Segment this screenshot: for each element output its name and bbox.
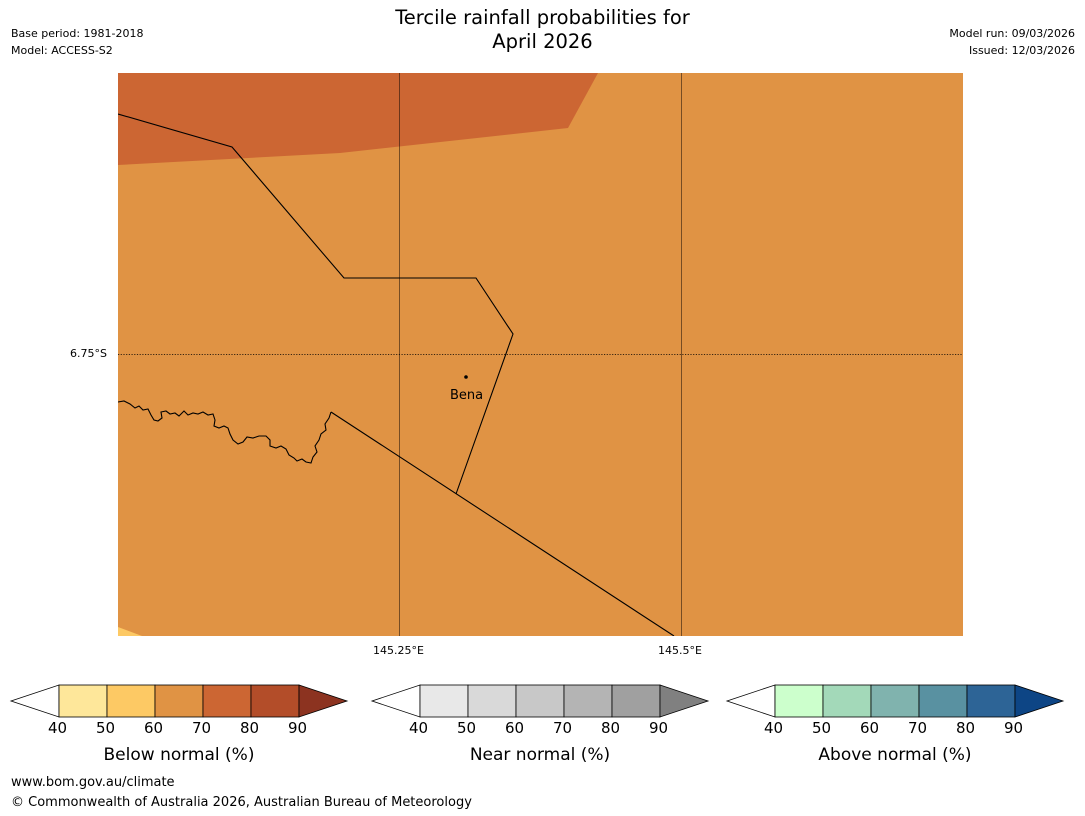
colorbar-tick-label: 90 <box>1004 719 1024 737</box>
colorbar-tick-label: 40 <box>48 719 68 737</box>
colorbar-cell <box>419 684 469 718</box>
colorbar-tick-label: 70 <box>192 719 212 737</box>
colorbar-cell <box>154 684 204 718</box>
colorbar-tick-label: 60 <box>860 719 880 737</box>
colorbar-tick-label: 80 <box>601 719 621 737</box>
province-border <box>118 113 514 495</box>
colorbar-cell <box>515 684 565 718</box>
model-text: Model: ACCESS-S2 <box>11 44 113 57</box>
lon-label-145-25: 145.25°E <box>373 644 424 657</box>
colorbar-tick-label: 40 <box>764 719 784 737</box>
title-line-2: April 2026 <box>492 30 593 53</box>
footer-url[interactable]: www.bom.gov.au/climate <box>11 775 175 790</box>
model-run-text: Model run: 09/03/2026 <box>949 27 1075 40</box>
colorbar-cell <box>563 684 613 718</box>
colorbar-cell <box>467 684 517 718</box>
colorbar-extend-high <box>298 684 349 718</box>
colorbar-tick-label: 90 <box>288 719 308 737</box>
colorbar-label: Above normal (%) <box>818 745 972 765</box>
colorbar-extend-high <box>1014 684 1065 718</box>
colorbar-tick-label: 80 <box>240 719 260 737</box>
issued-text: Issued: 12/03/2026 <box>968 44 1075 57</box>
colorbar-tick-label: 50 <box>812 719 832 737</box>
title-line-1: Tercile rainfall probabilities for <box>395 6 690 29</box>
colorbar-tick-label: 50 <box>457 719 477 737</box>
colorbar-cell <box>870 684 920 718</box>
colorbar-cell <box>774 684 824 718</box>
lon-label-145-5: 145.5°E <box>658 644 702 657</box>
province-border-south <box>330 411 675 636</box>
map-region-70-80 <box>118 73 598 165</box>
colorbar-tick-label: 60 <box>505 719 525 737</box>
page-title: Tercile rainfall probabilities for April… <box>0 6 1085 54</box>
colorbar-cell <box>106 684 156 718</box>
map-region-50-60 <box>118 627 142 636</box>
colorbar-tick-label: 70 <box>553 719 573 737</box>
colorbar-tick-label: 40 <box>409 719 429 737</box>
colorbar-cell <box>918 684 968 718</box>
colorbar-tick-label: 60 <box>144 719 164 737</box>
colorbar-cell <box>822 684 872 718</box>
river-line <box>118 400 332 464</box>
colorbar-cell <box>966 684 1016 718</box>
colorbar-cell <box>611 684 661 718</box>
bena-label: Bena <box>450 388 484 403</box>
base-period-text: Base period: 1981-2018 <box>11 27 144 40</box>
colorbar-tick-label: 50 <box>96 719 116 737</box>
colorbar-label: Near normal (%) <box>469 745 611 765</box>
colorbar-tick-label: 80 <box>956 719 976 737</box>
bena-marker[interactable] <box>464 375 468 379</box>
colorbar-extend-low <box>725 684 776 718</box>
colorbar-cell <box>202 684 252 718</box>
colorbar-extend-high <box>659 684 710 718</box>
lat-label: 6.75°S <box>70 347 107 360</box>
colorbar-tick-label: 70 <box>908 719 928 737</box>
colorbar-tick-label: 90 <box>649 719 669 737</box>
footer-copyright: © Commonwealth of Australia 2026, Austra… <box>11 795 472 810</box>
colorbar-label: Below normal (%) <box>103 745 255 765</box>
